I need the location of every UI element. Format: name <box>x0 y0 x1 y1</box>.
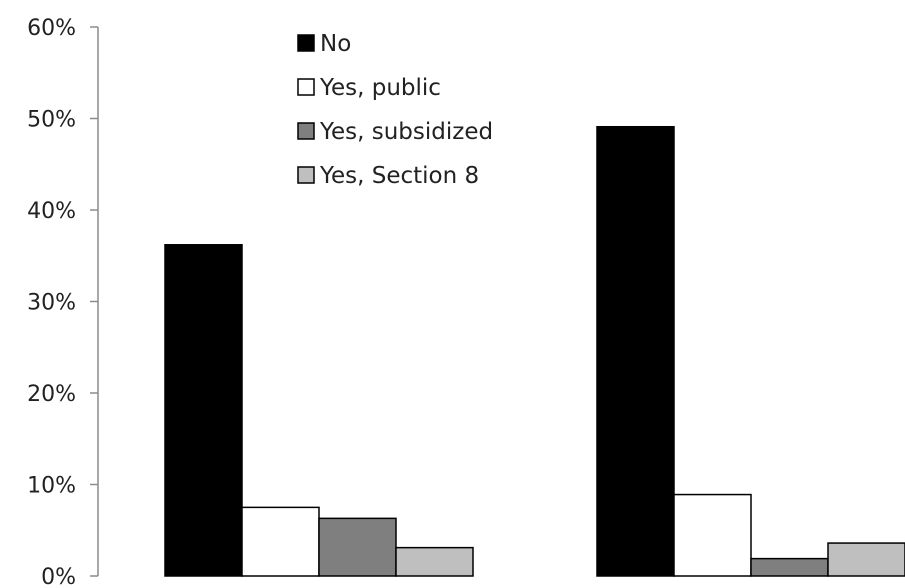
bar-yes-section-8-group-2 <box>827 542 905 577</box>
bar-yes-public-group-2 <box>673 493 752 577</box>
bar-no-group-2 <box>596 125 675 577</box>
y-tick-label: 0% <box>41 565 76 588</box>
bar-yes-subsidized-group-2 <box>750 557 829 577</box>
legend-label: Yes, Section 8 <box>319 163 479 189</box>
legend-swatch <box>297 122 315 140</box>
y-tick-label: 50% <box>27 108 76 133</box>
y-tick-label: 20% <box>27 382 76 407</box>
y-tick-label: 10% <box>27 474 76 499</box>
y-tick-label: 40% <box>27 199 76 224</box>
legend-swatch <box>297 166 315 184</box>
legend: No Yes, public Yes, subsidized Yes, Section… <box>297 31 493 189</box>
bar-no-group-1 <box>164 244 243 577</box>
legend-swatch <box>297 34 315 52</box>
legend-swatch <box>297 78 315 96</box>
bar-yes-public-group-1 <box>241 506 320 577</box>
y-axis: 0% 10% 20% 30% 40% 50% 60% <box>27 16 99 588</box>
bar-yes-subsidized-group-1 <box>318 517 397 577</box>
legend-label: Yes, public <box>319 75 441 101</box>
legend-label: No <box>320 31 351 57</box>
bars <box>164 125 905 577</box>
legend-label: Yes, subsidized <box>319 119 493 145</box>
y-tick-label: 30% <box>27 291 76 316</box>
y-tick-label: 60% <box>27 16 76 41</box>
bar-yes-section-8-group-1 <box>395 546 474 577</box>
